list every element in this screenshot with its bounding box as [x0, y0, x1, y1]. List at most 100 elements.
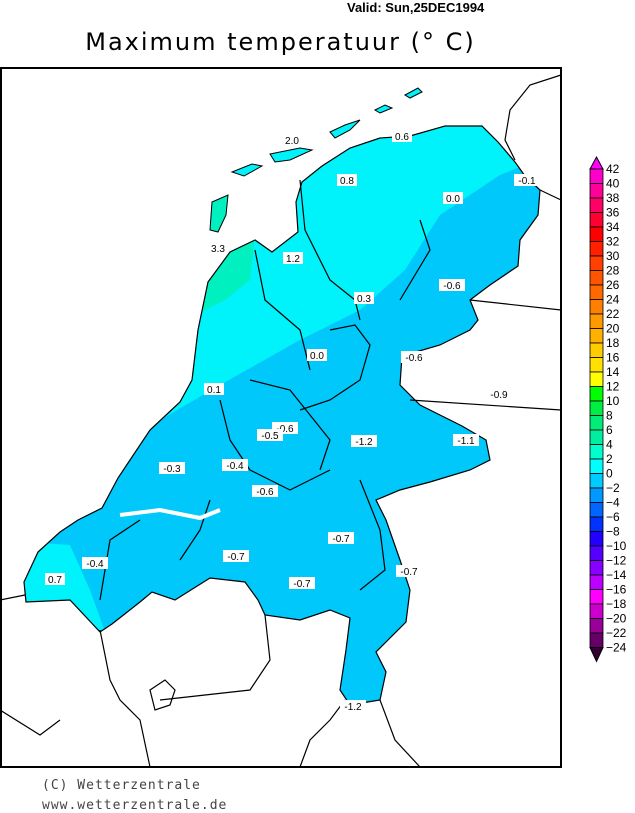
label-background: [340, 700, 366, 712]
station-value-text: 0.1: [207, 385, 221, 396]
label-background: [257, 429, 283, 441]
station-value-text: 0.0: [446, 194, 460, 205]
label-background: [486, 388, 512, 400]
legend-tick-label: 16: [606, 351, 620, 365]
legend-swatch: [589, 313, 604, 329]
station-value: 2.0: [282, 134, 302, 147]
label-background: [289, 577, 315, 589]
legend-swatch: [589, 589, 604, 605]
station-value-text: -0.5: [261, 431, 279, 442]
label-background: [401, 351, 427, 363]
station-value-text: -0.6: [405, 353, 423, 364]
legend-swatch: [589, 299, 604, 315]
legend-swatch: [589, 516, 604, 532]
legend-tick-label: −20: [606, 612, 627, 626]
station-value: 0.8: [337, 174, 357, 187]
legend-swatch: [589, 618, 604, 634]
station-value: 3.3: [208, 242, 228, 255]
station-value-text: -0.6: [443, 281, 461, 292]
station-value-text: 1.2: [286, 254, 300, 265]
legend-swatch: [589, 415, 604, 431]
legend-swatch: [589, 400, 604, 416]
label-background: [396, 565, 422, 577]
label-background: [514, 174, 540, 186]
legend-tick-label: −4: [606, 496, 620, 510]
legend-swatch: [589, 473, 604, 489]
legend-swatch: [589, 560, 604, 576]
station-value: 1.2: [283, 252, 303, 265]
legend-tick-label: 12: [606, 380, 620, 394]
label-background: [354, 292, 374, 304]
legend-tick-label: −12: [606, 554, 627, 568]
station-value-text: 0.6: [395, 132, 409, 143]
station-value: -1.2: [340, 700, 366, 713]
legend-swatch: [589, 241, 604, 257]
legend-arrow-bottom: [589, 647, 604, 663]
legend-swatch: [589, 183, 604, 199]
station-value: 0.6: [392, 130, 412, 143]
legend-tick-label: 36: [606, 206, 620, 220]
station-value-text: -0.7: [227, 552, 245, 563]
legend-tick-label: −10: [606, 539, 627, 553]
station-value: 0.0: [307, 349, 327, 362]
legend-swatch: [589, 458, 604, 474]
legend-swatch: [589, 632, 604, 648]
borders: [0, 74, 562, 768]
legend-swatch: [589, 212, 604, 228]
legend-tick-label: 40: [606, 177, 620, 191]
legend-swatch: [589, 357, 604, 373]
station-value: -0.4: [82, 557, 108, 570]
label-background: [351, 435, 377, 447]
legend-tick-label: 26: [606, 278, 620, 292]
station-labels: 2.0 0.6 0.8 -0.1 0.0 3.3 1.2 0.3 -0.6 0.0 -0.6 0.1 -…: [45, 130, 540, 713]
legend-tick-label: 14: [606, 365, 620, 379]
legend-swatch: [589, 386, 604, 402]
label-background: [159, 462, 185, 474]
station-value: 0.3: [354, 292, 374, 305]
station-value: -0.6: [252, 485, 278, 498]
legend-tick-label: −22: [606, 626, 627, 640]
label-background: [443, 192, 463, 204]
legend-swatch: [589, 342, 604, 358]
legend-swatch: [589, 502, 604, 518]
legend-swatch: [589, 371, 604, 387]
legend-tick-label: 28: [606, 264, 620, 278]
legend-tick-label: 38: [606, 191, 620, 205]
station-value-text: -1.1: [457, 436, 475, 447]
label-background: [45, 573, 65, 585]
station-value-text: -0.7: [293, 579, 311, 590]
color-legend: 424038363432302826242220181614121086420−…: [589, 155, 627, 663]
legend-swatch: [589, 226, 604, 242]
legend-tick-label: 34: [606, 220, 620, 234]
station-value: 0.0: [443, 192, 463, 205]
legend-swatch: [589, 531, 604, 547]
station-value-text: -0.3: [163, 464, 181, 475]
legend-swatch: [589, 429, 604, 445]
label-background: [204, 383, 224, 395]
legend-tick-label: 32: [606, 235, 620, 249]
label-background: [328, 532, 354, 544]
station-value-text: -0.9: [490, 390, 508, 401]
legend-tick-label: 42: [606, 162, 620, 176]
legend-tick-label: −16: [606, 583, 627, 597]
legend-swatch: [589, 197, 604, 213]
station-value-text: -0.7: [400, 567, 418, 578]
legend-tick-label: 2: [606, 452, 613, 466]
legend-tick-label: −2: [606, 481, 620, 495]
legend-swatch: [589, 255, 604, 271]
legend-tick-label: 10: [606, 394, 620, 408]
station-value-text: 0.7: [48, 575, 62, 586]
station-value: -0.1: [514, 174, 540, 187]
station-value-text: -0.4: [86, 559, 104, 570]
station-value-text: 2.0: [285, 136, 299, 147]
legend-tick-label: −24: [606, 641, 627, 655]
legend-tick-label: 24: [606, 293, 620, 307]
legend-tick-label: −8: [606, 525, 620, 539]
station-value: -0.9: [486, 388, 512, 401]
station-value-text: 0.3: [357, 294, 371, 305]
label-background: [223, 550, 249, 562]
map-title: Maximum temperatuur (° C): [85, 28, 476, 56]
legend-tick-label: 8: [606, 409, 613, 423]
label-background: [282, 134, 302, 146]
legend-tick-label: 18: [606, 336, 620, 350]
